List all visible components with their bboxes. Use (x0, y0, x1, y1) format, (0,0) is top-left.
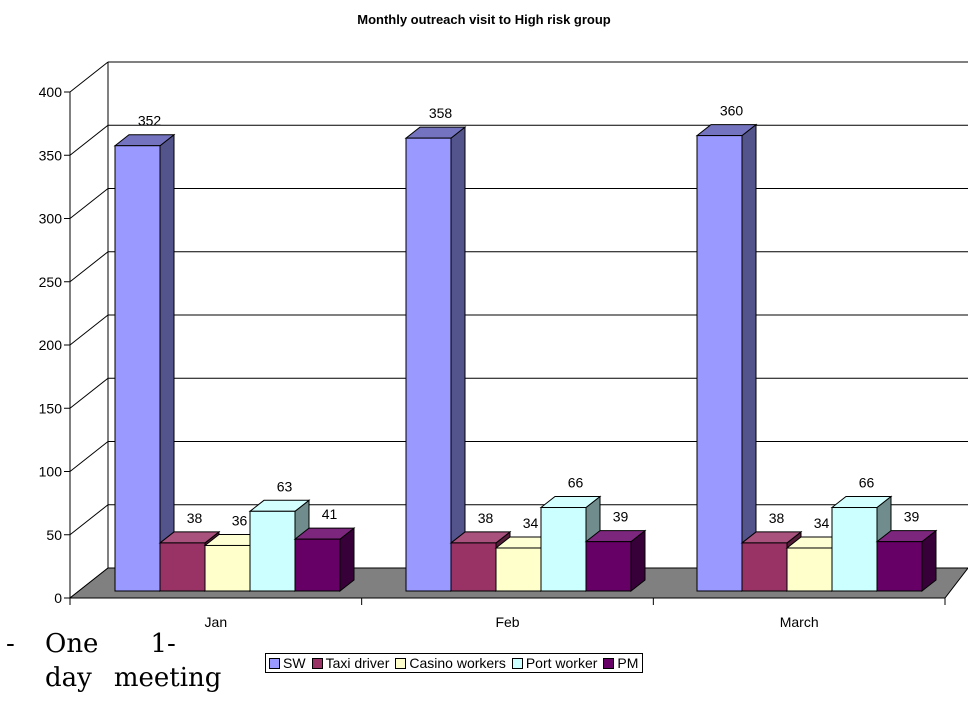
data-label: 39 (613, 509, 629, 525)
bar (249, 510, 296, 592)
legend-label-taxi-driver: Taxi driver (325, 655, 390, 671)
y-tick-label: 400 (39, 84, 63, 100)
bar (405, 137, 452, 592)
bar-side (741, 123, 757, 593)
legend-item-taxi-driver: Taxi driver (311, 655, 390, 671)
legend-label-casino-workers: Casino workers (409, 655, 506, 671)
note-line-2: day meeting (45, 661, 221, 695)
data-label: 41 (322, 506, 338, 522)
data-label: 66 (859, 475, 875, 491)
data-label: 34 (523, 515, 539, 531)
bar (741, 542, 788, 592)
legend-swatch-sw (269, 657, 280, 669)
legend-item-port-worker: Port worker (511, 655, 598, 671)
gridline-diagonal (69, 377, 109, 409)
bar (876, 541, 923, 592)
note-word-1: 1- (150, 629, 176, 659)
y-tick-label: 350 (39, 147, 63, 163)
bar (204, 544, 251, 592)
note-word-meeting: meeting (113, 663, 222, 693)
data-label: 36 (232, 512, 248, 528)
bar (450, 542, 497, 592)
note-word-one: One (45, 629, 99, 659)
bar (159, 542, 206, 592)
note-bullet: - (6, 629, 15, 659)
bar (114, 145, 161, 592)
x-tick-label: March (780, 614, 819, 630)
legend-label-sw: SW (283, 655, 306, 671)
chart-title: Monthly outreach visit to High risk grou… (357, 12, 611, 27)
legend-item-sw: SW (269, 655, 306, 671)
bar (696, 135, 743, 592)
legend-swatch-casino-workers (395, 657, 407, 669)
data-label: 352 (138, 113, 162, 129)
gridline-diagonal (69, 61, 109, 93)
data-label: 66 (568, 475, 584, 491)
data-label: 34 (814, 515, 830, 531)
bar-side (159, 133, 175, 593)
bar-side (450, 126, 466, 593)
x-tick-label: Feb (495, 614, 519, 630)
gridline-diagonal (69, 441, 109, 472)
data-label: 38 (769, 510, 785, 526)
note-word-day: day (45, 663, 92, 693)
y-tick-label: 150 (39, 400, 63, 416)
gridline-diagonal (69, 251, 109, 283)
y-tick-label: 200 (39, 337, 63, 353)
data-label: 39 (904, 509, 920, 525)
data-label: 63 (277, 478, 293, 494)
y-tick-label: 300 (39, 211, 63, 227)
data-label: 38 (478, 510, 494, 526)
bar (831, 507, 878, 592)
gridline-diagonal (69, 314, 109, 346)
bar (585, 541, 632, 592)
data-label: 38 (187, 510, 203, 526)
legend-label-port-worker: Port worker (525, 655, 598, 671)
legend-swatch-taxi-driver (311, 657, 323, 669)
bar (495, 547, 542, 592)
bar (786, 547, 833, 592)
data-label: 358 (429, 105, 453, 121)
data-label: 360 (720, 103, 744, 119)
legend-swatch-port-worker (511, 657, 523, 669)
legend-item-pm: PM (603, 655, 638, 671)
legend-label-pm: PM (617, 655, 639, 671)
y-tick-label: 50 (46, 527, 62, 543)
bar (540, 507, 587, 592)
gridline-diagonal (69, 124, 109, 156)
y-tick-label: 0 (54, 590, 62, 606)
chart-legend: SW Taxi driver Casino workers Port worke… (265, 653, 644, 673)
y-tick-label: 250 (39, 274, 63, 290)
bar (294, 538, 341, 592)
gridline-diagonal (69, 188, 109, 219)
legend-swatch-pm (603, 657, 615, 669)
gridline-diagonal (69, 504, 109, 536)
note-line-1: One 1- (45, 627, 176, 661)
legend-item-casino-workers: Casino workers (395, 655, 506, 671)
x-tick-label: Jan (205, 614, 228, 630)
y-tick-label: 100 (39, 464, 63, 480)
